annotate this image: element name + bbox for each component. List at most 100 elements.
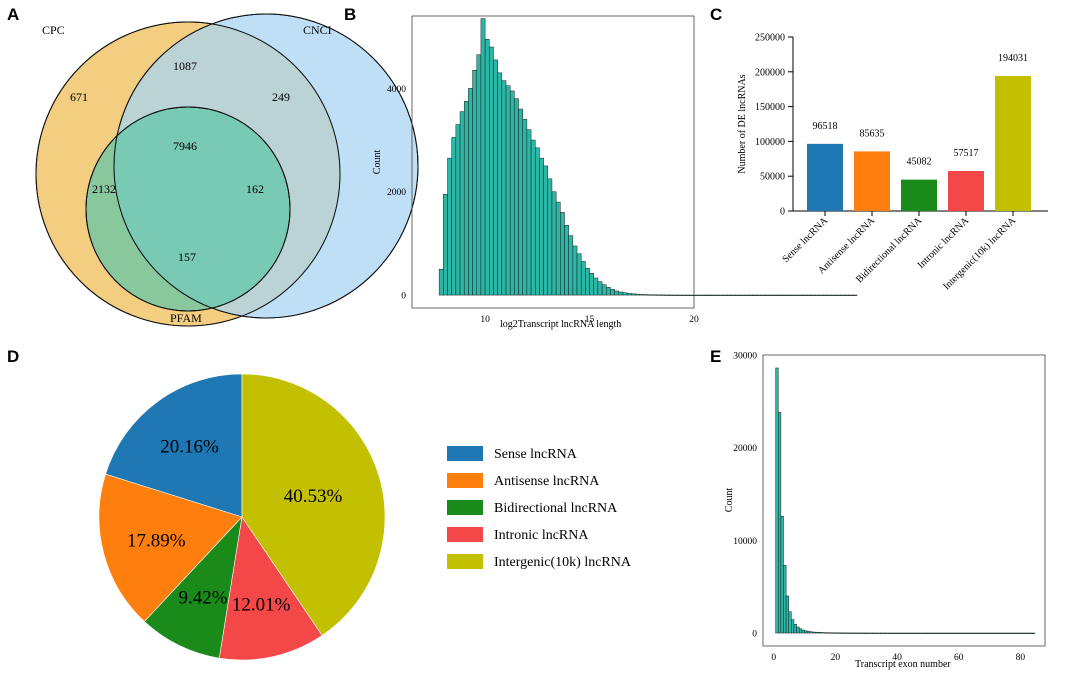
histogram-length-bar (852, 294, 858, 296)
histogram-length-bar (764, 294, 770, 296)
legend-swatch (447, 446, 483, 461)
histogram-exon-bar (880, 632, 884, 634)
histogram-length-bar (727, 294, 732, 296)
histogram-exon-bar (1032, 632, 1036, 634)
histogram-exon-bar (814, 631, 818, 634)
histogram-exon-bar (825, 632, 829, 634)
histogram-length-bar (580, 261, 586, 296)
histogram-exon-bar (851, 632, 855, 634)
histogram-exon-bar (953, 632, 957, 634)
histogram-exon-bar (977, 632, 981, 634)
venn-label-cpc: CPC (42, 23, 65, 37)
histogram-exon-bar (898, 632, 902, 634)
histogram-exon-ytick-label: 10000 (733, 537, 757, 547)
histogram-exon-bar (1000, 632, 1004, 634)
venn-value-cpc-pfam: 2132 (92, 182, 116, 196)
histogram-exon-bar (822, 632, 826, 634)
bar-chart-ytick-label: 0 (780, 207, 785, 218)
bar-chart-value-label: 194031 (998, 53, 1028, 64)
histogram-length-bar (593, 277, 599, 296)
panel-letter-b: B (344, 5, 356, 24)
histogram-length-bar (501, 80, 507, 296)
histogram-length-bar (560, 212, 565, 296)
histogram-exon-bar (995, 632, 999, 634)
histogram-length-bar (677, 294, 682, 296)
venn-diagram: CPC CNCI PFAM 671 1087 249 7946 2132 162… (35, 13, 419, 327)
bar-chart-category-label: Sense lncRNA (781, 215, 831, 265)
histogram-length-bar (756, 294, 762, 296)
histogram-exon-bar (901, 632, 905, 634)
histogram-exon-bar (778, 412, 782, 634)
histogram-exon-bar (992, 632, 996, 634)
histogram-exon-bar (1016, 632, 1020, 634)
histogram-length-bar (739, 294, 745, 296)
pie-slice (218, 516, 323, 661)
bar-chart-value-label: 57517 (954, 148, 979, 159)
histogram-length-bar (777, 294, 782, 296)
histogram-exon-bar (935, 632, 939, 634)
bar-chart-ytick-label: 200000 (755, 67, 785, 78)
histogram-length-ytick-label: 0 (401, 292, 406, 302)
histogram-exon-bar (853, 632, 858, 634)
bar-chart-bar (995, 75, 1031, 211)
bar-chart-bar (901, 179, 937, 211)
histogram-length-bar (810, 294, 816, 296)
histogram-length-bar (722, 294, 728, 296)
histogram-exon-bar (971, 632, 975, 634)
histogram-exon-bar (982, 632, 986, 634)
panel-letter-e: E (710, 347, 721, 366)
histogram-length-bar (773, 294, 778, 296)
histogram-exon-bar (1013, 632, 1017, 634)
venn-value-cpc-cnci: 1087 (173, 59, 197, 73)
histogram-length-ylabel: Count (372, 150, 383, 175)
histogram-exon-bar (906, 632, 910, 634)
histogram-length-bar (539, 157, 544, 296)
histogram-length-bar (819, 294, 824, 296)
histogram-exon-bar (924, 632, 928, 634)
histogram-exon-bar (812, 631, 816, 634)
histogram-exon: 0 20 40 60 80 0 10000 20000 30000 Transcript exo… (724, 352, 1046, 670)
histogram-length-bar (635, 293, 640, 296)
histogram-exon-bar (775, 367, 779, 634)
histogram-exon-bar (798, 628, 803, 634)
histogram-length-ytick-label: 4000 (387, 85, 406, 95)
histogram-exon-bar (783, 565, 787, 634)
histogram-length-bar (647, 294, 653, 296)
histogram-exon-bar (843, 632, 847, 634)
histogram-length-bar (484, 39, 490, 296)
histogram-length-bar (639, 294, 645, 296)
histogram-exon-ytick-label: 30000 (733, 352, 757, 362)
legend-label: Intergenic(10k) lncRNA (494, 555, 632, 570)
histogram-length-xtick-label: 10 (480, 315, 490, 325)
histogram-length-bar (447, 157, 452, 296)
histogram-exon-bar (1021, 632, 1025, 634)
histogram-length-bar (656, 294, 661, 296)
histogram-exon-bar (1005, 632, 1010, 634)
histogram-exon-bar (979, 632, 983, 634)
histogram-length-bar (814, 294, 820, 296)
histogram-exon-bar (911, 632, 915, 634)
histogram-length-bar (572, 245, 578, 296)
histogram-exon-bar (948, 632, 952, 634)
histogram-exon-bar (791, 619, 795, 634)
histogram-length-bar (743, 294, 749, 296)
histogram-exon-bar (937, 632, 941, 634)
histogram-length-bar (597, 281, 603, 296)
histogram-length-bar (518, 108, 523, 296)
histogram-length-xlabel: log2Transcript lncRNA length (500, 319, 621, 330)
histogram-length-bar (760, 294, 766, 296)
legend-label: Antisense lncRNA (494, 474, 600, 489)
bar-chart-bar (948, 170, 984, 211)
histogram-exon-bar (990, 632, 994, 634)
histogram-length-bar (443, 194, 448, 296)
histogram-length-bar (622, 292, 628, 296)
panel-letter-a: A (7, 5, 19, 24)
histogram-length-bar (748, 294, 753, 296)
bar-chart-de-lncrnas: 0 50000 100000 150000 200000 250000 96518 Sens… (737, 33, 1048, 292)
histogram-exon-bar (1026, 632, 1030, 634)
histogram-exon-xtick-label: 40 (892, 653, 902, 663)
histogram-exon-bar (796, 626, 800, 634)
pie-percent-label: 17.89% (127, 531, 186, 552)
histogram-exon-bar (1019, 632, 1023, 634)
